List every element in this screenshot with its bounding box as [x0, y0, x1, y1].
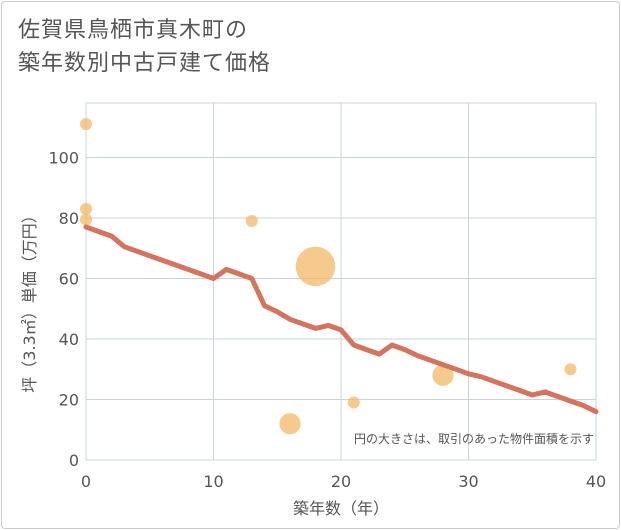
data-point-3	[245, 214, 258, 227]
data-point-8	[564, 363, 577, 376]
axis-ticks: 0 10 20 30 40 0 20 40 60 80 100	[48, 148, 606, 491]
trend-line-layer	[83, 224, 599, 415]
x-tick-label-30: 30	[458, 472, 478, 491]
y-tick-label-100: 100	[48, 148, 79, 167]
grid	[86, 103, 596, 460]
annotation-text: 円の大きさは、取引のあった物件面積を示す	[354, 431, 594, 446]
data-point-4	[295, 246, 336, 287]
trend-line	[83, 224, 599, 415]
data-point-5	[279, 413, 301, 435]
data-point-1	[80, 202, 92, 215]
x-axis-label: 築年数（年）	[293, 499, 389, 518]
data-points	[80, 118, 577, 435]
y-axis-label: 坪（3.3㎡）単価（万円）	[20, 207, 39, 392]
chart-title-line-1: 佐賀県鳥栖市真木町の	[18, 18, 249, 43]
x-tick-label-20: 20	[331, 472, 351, 491]
y-tick-label-40: 40	[59, 330, 79, 349]
y-tick-label-0: 0	[69, 451, 79, 470]
x-tick-label-40: 40	[586, 472, 606, 491]
data-point-6	[347, 396, 360, 409]
y-tick-label-60: 60	[59, 269, 79, 288]
chart-title-line-2: 築年数別中古戸建て価格	[18, 51, 272, 76]
data-point-7	[432, 364, 454, 386]
data-point-2	[80, 213, 92, 226]
x-tick-label-10: 10	[203, 472, 223, 491]
data-point-0	[80, 118, 92, 131]
x-tick-label-0: 0	[81, 472, 91, 491]
y-tick-label-20: 20	[59, 390, 79, 409]
chart-title: 佐賀県鳥栖市真木町の 築年数別中古戸建て価格	[18, 14, 271, 80]
y-tick-label-80: 80	[59, 209, 79, 228]
